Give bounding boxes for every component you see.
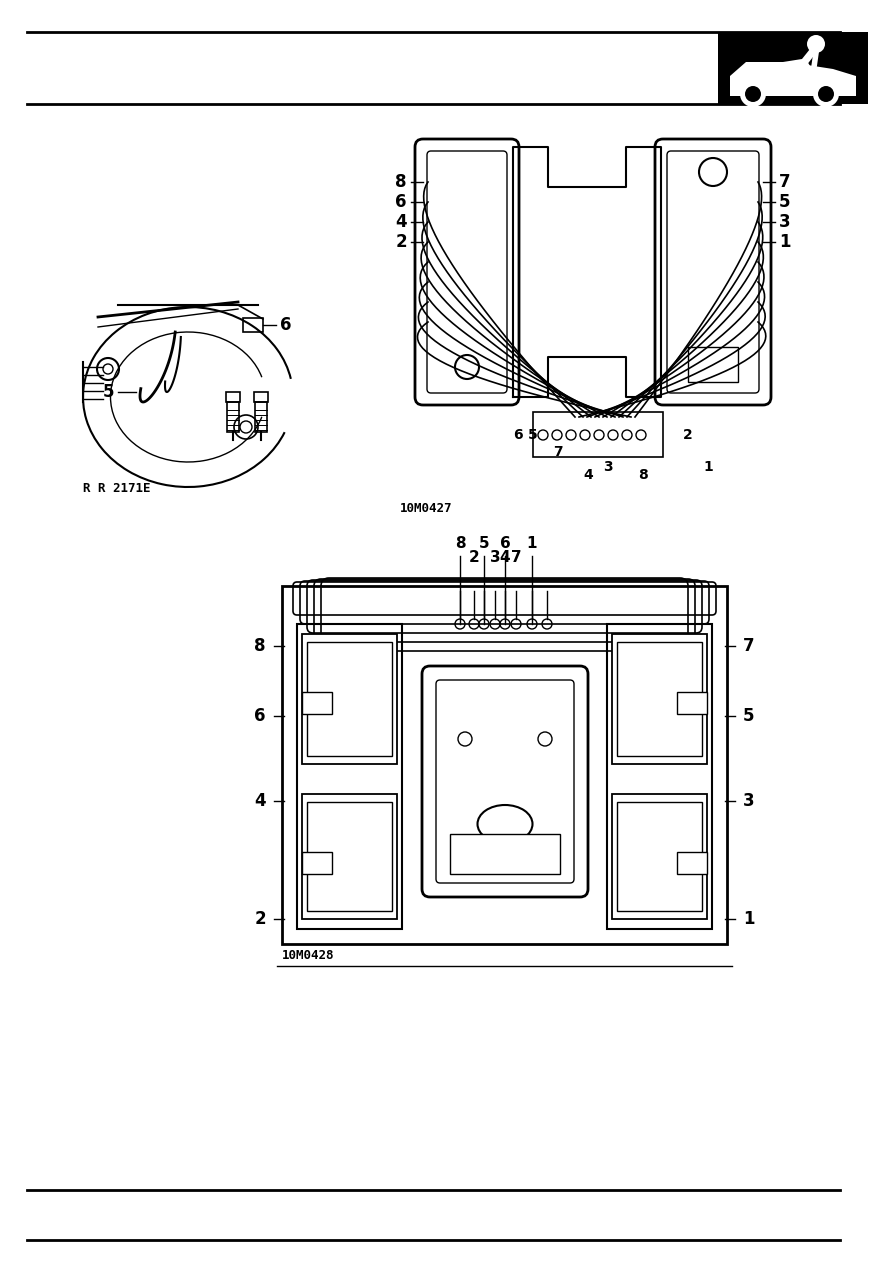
FancyBboxPatch shape (422, 666, 588, 897)
FancyBboxPatch shape (655, 139, 771, 405)
Bar (612, 794, 707, 919)
Text: 6: 6 (396, 193, 406, 211)
Bar (718, 32, 868, 103)
Text: 7: 7 (553, 445, 563, 459)
Text: 4: 4 (500, 550, 510, 565)
Circle shape (813, 81, 839, 107)
FancyBboxPatch shape (415, 139, 519, 405)
Text: 1: 1 (780, 233, 790, 251)
Text: 4: 4 (583, 468, 593, 482)
Text: 6: 6 (499, 536, 511, 551)
Text: 2: 2 (683, 428, 693, 442)
Text: 2: 2 (255, 910, 266, 928)
Bar (450, 834, 560, 875)
Circle shape (699, 158, 727, 186)
Bar (617, 801, 702, 911)
Text: 5: 5 (743, 707, 755, 724)
Bar (677, 692, 707, 714)
Bar (226, 392, 240, 403)
Bar (307, 801, 392, 911)
Circle shape (807, 35, 825, 53)
Text: 1: 1 (703, 461, 713, 475)
Text: 3: 3 (603, 461, 613, 475)
Text: 5: 5 (479, 536, 489, 551)
Text: 3: 3 (489, 550, 500, 565)
Text: 1: 1 (527, 536, 538, 551)
Circle shape (745, 86, 761, 102)
Bar (302, 852, 332, 875)
Text: 6: 6 (255, 707, 266, 724)
Polygon shape (730, 62, 856, 96)
Text: 8: 8 (455, 536, 465, 551)
Bar (227, 403, 239, 432)
Text: 7: 7 (511, 550, 522, 565)
Polygon shape (783, 49, 816, 69)
Bar (302, 692, 332, 714)
Text: 1: 1 (743, 910, 755, 928)
Text: 6: 6 (280, 316, 292, 334)
Text: 5: 5 (103, 382, 113, 401)
Bar (533, 411, 663, 457)
Text: 8: 8 (255, 637, 266, 655)
Text: 8: 8 (396, 173, 406, 191)
Text: 2: 2 (396, 233, 407, 251)
Text: 6: 6 (513, 428, 522, 442)
Bar (302, 794, 397, 919)
Bar (617, 642, 702, 756)
Circle shape (818, 86, 834, 102)
Bar (243, 318, 263, 332)
Bar (302, 634, 397, 764)
Text: 3: 3 (743, 793, 755, 810)
Text: 2: 2 (469, 550, 480, 565)
Bar (282, 586, 727, 944)
Bar (255, 403, 267, 432)
Bar (297, 623, 402, 929)
Text: 7: 7 (780, 173, 791, 191)
Bar (607, 623, 712, 929)
Circle shape (740, 81, 766, 107)
Bar (688, 347, 738, 382)
Text: 10M0428: 10M0428 (282, 949, 335, 962)
Circle shape (455, 355, 479, 379)
Text: 5: 5 (780, 193, 790, 211)
Text: 4: 4 (396, 213, 407, 231)
Bar (677, 852, 707, 875)
Text: 7: 7 (743, 637, 755, 655)
Bar (612, 634, 707, 764)
Bar (307, 642, 392, 756)
Bar (254, 392, 268, 403)
Text: 10M0427: 10M0427 (400, 502, 453, 515)
Text: R R 2171E: R R 2171E (83, 482, 151, 495)
Text: 4: 4 (255, 793, 266, 810)
Text: 3: 3 (780, 213, 791, 231)
Text: 5: 5 (528, 428, 538, 442)
Text: 8: 8 (638, 468, 648, 482)
